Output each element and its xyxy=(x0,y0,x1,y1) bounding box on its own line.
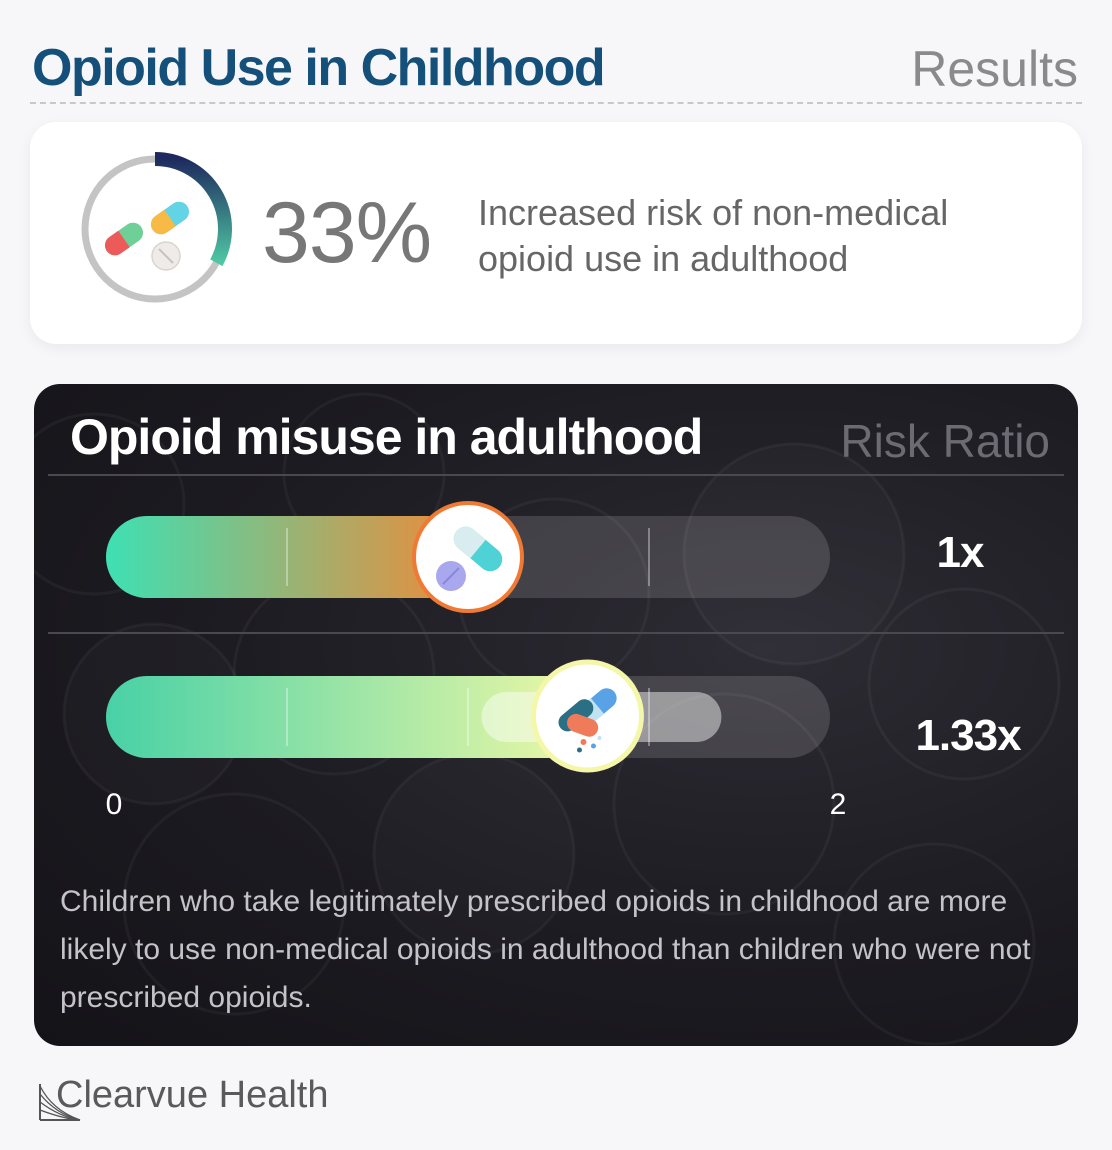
value-label-2: 1.33x xyxy=(915,711,1022,760)
axis-tick-min: 0 xyxy=(106,788,123,821)
chart-footnote: Children who take legitimately prescribe… xyxy=(60,885,1031,1014)
risk-ratio-chart: 1x 1.33x 0 2 xyxy=(48,474,1064,821)
stat-card: 33% Increased risk of non-medical opioid… xyxy=(30,122,1082,344)
risk-donut-chart xyxy=(81,152,232,303)
capsule-icon xyxy=(436,526,503,591)
bar-prescribed-1x xyxy=(106,516,468,598)
page-subtitle: Results xyxy=(911,41,1078,97)
value-label-1: 1x xyxy=(937,528,985,577)
page-title: Opioid Use in Childhood xyxy=(32,39,606,97)
clearvue-logo-icon xyxy=(39,1084,81,1121)
risk-percent-value: 33% xyxy=(262,185,432,281)
bar-2-marker xyxy=(530,659,644,773)
pills-icon xyxy=(104,201,190,271)
bar-prescribed-1-33x xyxy=(106,676,588,758)
brand-name: Clearvue Health xyxy=(56,1074,329,1116)
brand-logo: Clearvue Health xyxy=(38,1072,338,1122)
panel-title: Opioid misuse in adulthood xyxy=(70,409,703,465)
panel-subtitle: Risk Ratio xyxy=(840,415,1050,467)
page-header: Opioid Use in Childhood Results xyxy=(30,30,1082,104)
risk-description: Increased risk of non-medical opioid use… xyxy=(478,192,949,279)
risk-ratio-panel: Opioid misuse in adulthood Risk Ratio xyxy=(34,384,1078,1046)
donut-value-arc xyxy=(154,152,232,267)
axis-tick-max: 2 xyxy=(830,788,847,821)
broken-capsules-icon xyxy=(558,688,617,753)
bar-1-marker xyxy=(412,501,524,613)
